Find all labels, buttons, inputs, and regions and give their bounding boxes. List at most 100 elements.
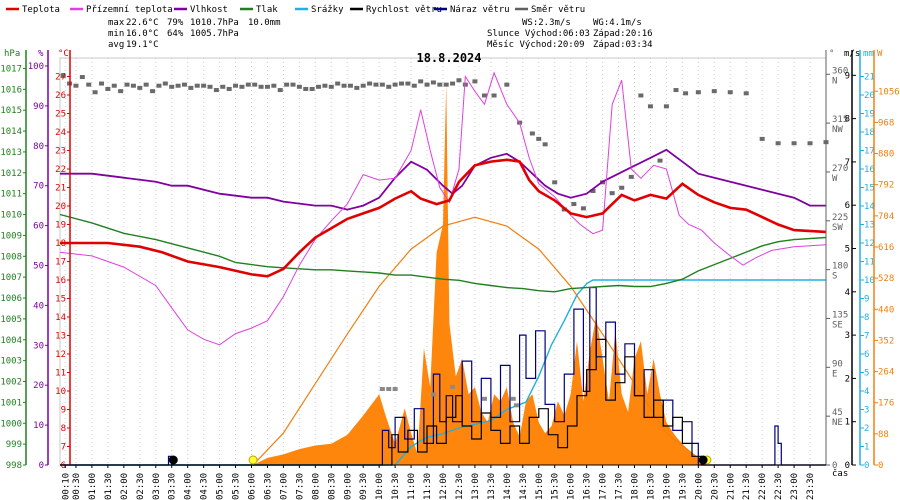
wind-tick-label: 3 [845,331,850,341]
temperature-axis-tick-label: 9 [61,406,66,416]
wind-direction-point [316,84,322,89]
wind-direction-point [207,84,213,89]
solar-tick-label: 616 [878,243,894,253]
direction-tick-label: 225 [832,213,848,223]
x-tick-label: 07:30 [295,473,305,500]
x-tick-label: 09:00 [343,473,353,500]
humidity-axis-tick-label: 10 [33,421,44,431]
wind-direction-point [220,84,226,89]
x-tick-label: 06:30 [263,473,273,500]
rain-tick-label: 9 [864,295,869,305]
moonset-marker [168,455,178,465]
x-tick-label: 01:30 [104,473,114,500]
solar-tick-label: 176 [878,399,894,409]
wind-direction-point [663,104,669,109]
wind-direction-point [130,83,136,88]
wind-direction-point [437,82,443,87]
x-tick-label: 19:00 [662,473,672,500]
wind-direction-point [233,83,239,88]
wind-direction-point [79,75,85,80]
wind-direction-point [188,85,194,90]
wind-direction-point [529,131,535,136]
x-tick-label: 06:00 [248,473,258,500]
rain-tick-label: 2 [864,424,869,434]
direction-tick-label: 90 [832,359,843,369]
x-tick-label: 13:00 [471,473,481,500]
wind-direction-point [657,158,663,163]
pressure-axis-tick-label: 1012 [0,169,22,179]
stats-max-temp: 22.6°C [126,18,159,28]
x-tick-label: 21:00 [726,473,736,500]
x-tick-label: 14:30 [519,473,529,500]
rain-tick-label: 16 [864,165,875,175]
temperature-axis-tick-label: 25 [55,110,66,120]
humidity-axis-tick-label: 100 [28,62,44,72]
pressure-axis-tick-label: 1007 [0,273,22,283]
humidity-unit-label: % [38,49,44,59]
stats-moonrise: Měsíc Východ:20:09 [487,40,585,50]
wind-direction-point [201,83,207,88]
legend-label: Směr větru [531,5,585,15]
x-tick-label: 12:00 [439,473,449,500]
rain-tick-label: 0 [864,461,869,471]
stats-moonset: Západ:03:34 [593,40,653,50]
x-tick-label: 12:30 [455,473,465,500]
temperature-axis-tick-label: 23 [55,147,66,157]
humidity-axis-tick-label: 80 [33,142,44,152]
temperature-axis-tick-label: 8 [61,424,66,434]
wind-direction-point [386,387,392,392]
direction-tick-compass: NW [832,125,843,135]
direction-tick-label: 180 [832,262,848,272]
wind-direction-point [73,83,79,88]
wind-direction-point [619,185,625,190]
wind-direction-point [711,89,717,94]
wind-direction-point [430,80,436,85]
x-tick-label: 22:30 [774,473,784,500]
chart-title: 18.8.2024 [416,51,481,65]
wind-direction-point [491,93,497,98]
wind-direction-point [341,83,347,88]
wind-direction-point [379,82,385,87]
temperature-axis-tick-label: 24 [55,128,66,138]
solar-tick-label: 792 [878,181,894,191]
wind-direction-point [162,81,168,86]
solar-theoretical-curve [252,216,708,466]
x-tick-label: 02:30 [136,473,146,500]
x-tick-label: 10:30 [391,473,401,500]
x-tick-label: 03:00 [152,473,162,500]
wind-direction-point [213,88,219,93]
humidity-series-line [60,148,826,211]
rain-tick-label: 20 [864,91,875,101]
pressure-axis-tick-label: 1010 [0,211,22,221]
pressure-axis-tick-label: 1017 [0,64,22,74]
pressure-axis-tick-label: 1003 [0,357,22,367]
wind-direction-point [411,83,417,88]
temperature-axis-tick-label: 22 [55,165,66,175]
rain-tick-label: 6 [864,350,869,360]
wind-direction-points [60,73,829,408]
wind-tick-label: 2 [845,374,850,384]
wind-direction-point [322,83,328,88]
wind-direction-point [791,141,797,146]
temperature-axis-tick-label: 6 [61,461,66,471]
solar-tick-label: 704 [878,212,894,222]
wind-direction-point [727,90,733,95]
pressure-unit-label: hPa [4,49,20,59]
solar-unit-label: W [877,49,883,59]
wind-direction-point [399,81,405,86]
wind-direction-point [303,86,309,91]
direction-tick-label: 315 [832,115,848,125]
humidity-axis-tick-label: 70 [33,182,44,192]
x-tick-label: 03:30 [168,473,178,500]
wind-direction-point [252,82,258,87]
stats-min-hum: 64% [167,29,184,39]
pressure-axis-tick-label: 1006 [0,294,22,304]
direction-tick-compass: SW [832,223,843,233]
wind-direction-point [450,384,456,389]
stats-min-press: 1005.7hPa [190,29,239,39]
wind-direction-point [226,86,232,91]
solar-tick-label: 440 [878,305,894,315]
wind-unit-label: m/s [844,49,860,59]
stats-label: avg [108,40,124,50]
